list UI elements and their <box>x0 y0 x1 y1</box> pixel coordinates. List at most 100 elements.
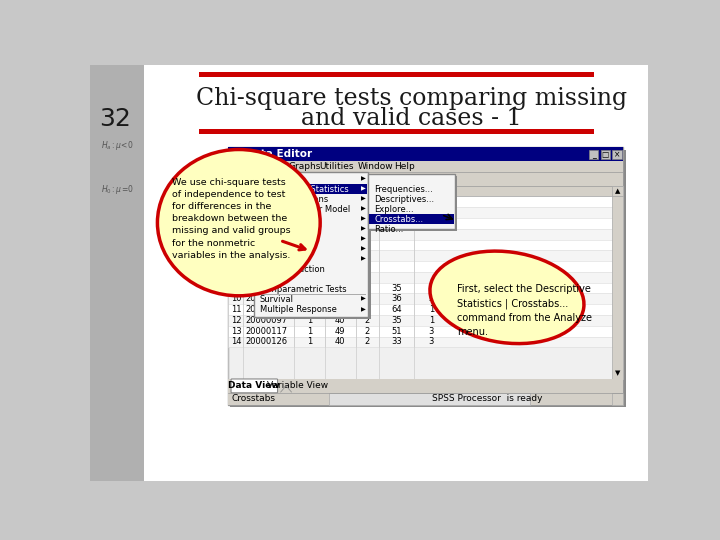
Text: ▶: ▶ <box>361 247 366 252</box>
Bar <box>279 174 289 184</box>
Text: Variable View: Variable View <box>267 381 328 390</box>
Text: ×: × <box>614 150 620 159</box>
Text: 20000117: 20000117 <box>246 327 288 336</box>
Text: Mixed Models: Mixed Models <box>260 215 317 224</box>
Text: ▶: ▶ <box>361 197 366 201</box>
Text: 2: 2 <box>365 284 370 293</box>
Text: 1: 1 <box>429 305 434 314</box>
Text: 4: 4 <box>237 230 242 239</box>
Text: ▶: ▶ <box>361 307 366 312</box>
Bar <box>294 174 305 184</box>
Text: Analyze: Analyze <box>253 162 289 171</box>
Text: ▼: ▼ <box>615 370 620 376</box>
Bar <box>228 326 611 336</box>
Text: 2: 2 <box>365 338 370 347</box>
Text: Form: Form <box>232 162 254 171</box>
Bar <box>371 177 457 231</box>
Bar <box>611 186 624 379</box>
Text: $H_a:\mu\!<\!0$: $H_a:\mu\!<\!0$ <box>101 139 134 152</box>
Text: 3: 3 <box>237 219 242 228</box>
Bar <box>199 129 594 134</box>
Text: ▶: ▶ <box>361 207 366 212</box>
Bar <box>228 336 611 347</box>
Text: We use chi-square tests
of independence to test
for differences in the
breakdown: We use chi-square tests of independence … <box>172 178 290 260</box>
Text: 20000043: 20000043 <box>246 262 288 271</box>
Text: $H_0:\mu\!=\!0$: $H_0:\mu\!=\!0$ <box>101 183 134 196</box>
Text: 2: 2 <box>365 273 370 282</box>
Text: 10: 10 <box>231 294 242 303</box>
Text: 20000020: 20000020 <box>246 219 288 228</box>
Text: Window: Window <box>358 162 394 171</box>
Bar <box>228 293 611 304</box>
Text: 9: 9 <box>365 305 370 314</box>
Bar <box>310 174 320 184</box>
Bar <box>341 174 351 184</box>
Text: 1: 1 <box>307 305 312 314</box>
Text: Crosstabs: Crosstabs <box>232 395 276 403</box>
Text: 2: 2 <box>338 230 343 239</box>
Text: Crosstabs...: Crosstabs... <box>374 215 423 224</box>
Text: 40: 40 <box>335 338 346 347</box>
Text: 20000032: 20000032 <box>246 240 288 249</box>
Text: 2: 2 <box>365 327 370 336</box>
Text: 20000097: 20000097 <box>246 316 288 325</box>
Text: 40: 40 <box>335 316 346 325</box>
Text: ▶: ▶ <box>361 297 366 302</box>
Text: Graphs: Graphs <box>289 162 321 171</box>
Text: 35: 35 <box>391 316 402 325</box>
Bar <box>228 261 611 272</box>
Bar <box>228 304 611 315</box>
Bar <box>228 393 624 405</box>
Text: 7: 7 <box>237 262 242 271</box>
Text: 1: 1 <box>307 327 312 336</box>
Text: 5: 5 <box>307 294 312 303</box>
Bar <box>228 207 611 218</box>
Text: 33: 33 <box>391 338 402 347</box>
Text: 1: 1 <box>307 338 312 347</box>
Text: 2: 2 <box>365 294 370 303</box>
Text: 20000126: 20000126 <box>246 338 288 347</box>
Text: General Linear Model: General Linear Model <box>260 205 350 214</box>
Text: 36: 36 <box>391 294 402 303</box>
Text: 2: 2 <box>365 316 370 325</box>
Text: 9: 9 <box>237 284 242 293</box>
Text: 2: 2 <box>338 284 343 293</box>
Bar <box>263 174 274 184</box>
Bar <box>230 150 626 408</box>
Text: 20000072: 20000072 <box>246 294 288 303</box>
Text: .: . <box>339 294 341 303</box>
Bar <box>228 229 611 240</box>
Text: 5: 5 <box>429 284 434 293</box>
Text: Loglinear: Loglinear <box>260 245 299 254</box>
Text: 1: 1 <box>429 316 434 325</box>
Text: 6: 6 <box>237 251 242 260</box>
Bar <box>325 174 336 184</box>
Text: 35: 35 <box>391 284 402 293</box>
Text: □: □ <box>602 150 609 159</box>
Bar <box>256 174 371 319</box>
Text: Utilities: Utilities <box>320 162 354 171</box>
Text: Ratio...: Ratio... <box>374 225 404 234</box>
Text: 20000079: 20000079 <box>246 305 288 314</box>
Text: Nonparametric Tests: Nonparametric Tests <box>260 285 346 294</box>
Text: 5: 5 <box>237 240 242 249</box>
Text: marital: marital <box>414 187 449 195</box>
Text: SPSS Processor  is ready: SPSS Processor is ready <box>432 395 543 403</box>
Bar <box>228 197 611 207</box>
Text: ▲: ▲ <box>615 188 620 194</box>
Text: 20000060: 20000060 <box>246 273 288 282</box>
Bar <box>228 172 624 186</box>
Text: 11: 11 <box>231 305 242 314</box>
Text: Multiple Response: Multiple Response <box>260 305 337 314</box>
Text: 14: 14 <box>231 338 242 347</box>
Text: Survival: Survival <box>260 295 294 304</box>
Text: _: _ <box>592 150 595 159</box>
Text: 51: 51 <box>391 197 402 206</box>
Bar <box>228 147 624 161</box>
Ellipse shape <box>158 150 320 296</box>
Text: 1: 1 <box>429 197 434 206</box>
Bar <box>199 72 594 77</box>
Text: ▶: ▶ <box>361 256 366 262</box>
Text: 1: 1 <box>429 208 434 217</box>
Text: 2: 2 <box>429 294 434 303</box>
